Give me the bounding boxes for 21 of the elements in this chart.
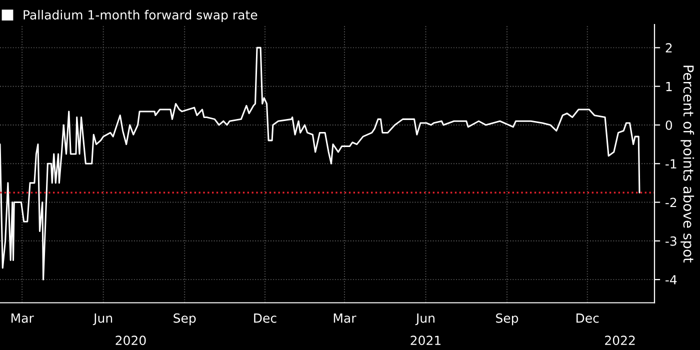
x-tick-label: Mar: [334, 314, 356, 323]
y-tick-label: -1: [666, 159, 676, 168]
x-tick-label: Sep: [496, 313, 518, 326]
x-tick-label: Dec: [254, 314, 276, 323]
y-axis-title: Percent of points above spot: [680, 66, 694, 263]
y-tick-label: -2: [666, 198, 676, 208]
line-series: [0, 46, 640, 280]
y-tick-label: -4: [666, 275, 677, 284]
y-tick-label: 1: [666, 82, 672, 92]
x-tick-label: Sep: [174, 313, 196, 326]
x-tick-label: Dec: [576, 314, 599, 323]
x2-tick-label: 2021: [410, 336, 440, 346]
y-tick-label: 2: [666, 43, 672, 52]
x2-tick-label: 2020: [116, 336, 146, 346]
y-tick-label: 0: [666, 120, 672, 130]
x-tick-label: Jun: [415, 314, 434, 326]
x-tick-label: Jun: [92, 314, 112, 326]
y-tick-label: -3: [666, 236, 676, 246]
x2-tick-label: 2022: [605, 336, 635, 346]
x-tick-label: Mar: [12, 314, 34, 323]
legend-label: Palladium 1-month forward swap rate: [24, 10, 258, 22]
